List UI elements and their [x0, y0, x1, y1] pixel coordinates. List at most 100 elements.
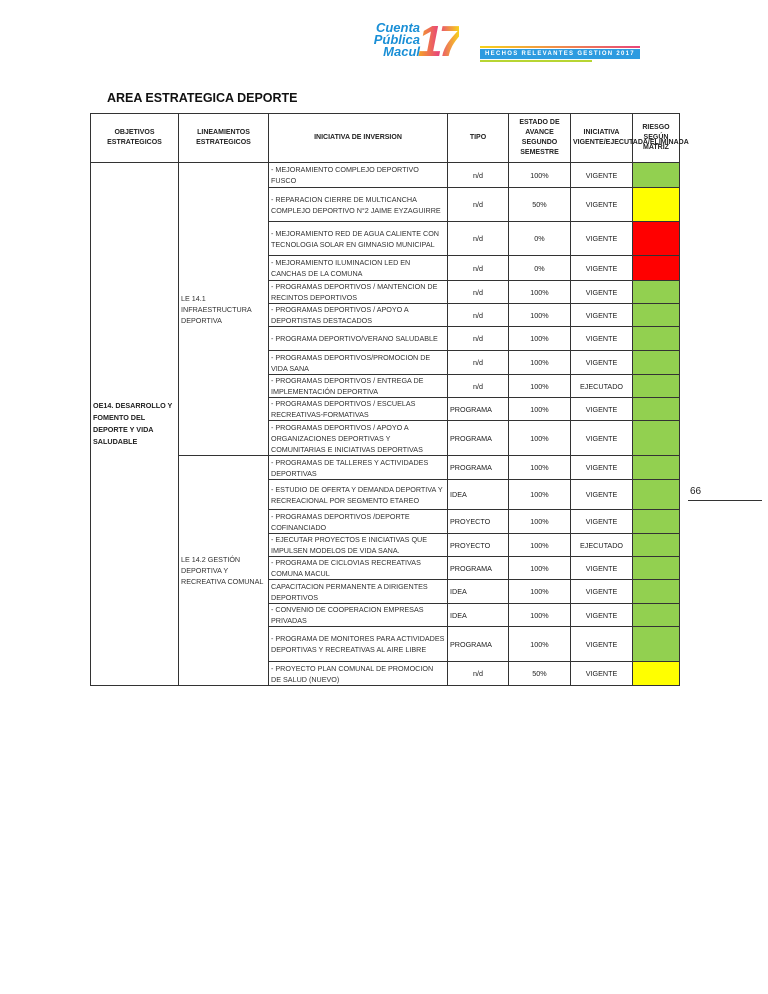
iniciativa-cell: - MEJORAMIENTO COMPLEJO DEPORTIVO FUSCO	[268, 162, 448, 188]
iniciativa-cell: - ESTUDIO DE OFERTA Y DEMANDA DEPORTIVA …	[268, 479, 448, 510]
avance-cell: 100%	[508, 603, 571, 627]
risk-indicator-yellow	[632, 187, 680, 222]
risk-indicator-yellow	[632, 661, 680, 686]
col-header-riesgo: RIESGO SEGÚN MATRIZ	[632, 113, 680, 163]
avance-cell: 100%	[508, 326, 571, 351]
table-row: OE14. DESARROLLO Y FOMENTO DEL DEPORTE Y…	[90, 162, 680, 686]
iniciativa-cell: - PROGRAMA DEPORTIVO/VERANO SALUDABLE	[268, 326, 448, 351]
tipo-cell: PROGRAMA	[447, 626, 509, 662]
avance-cell: 0%	[508, 221, 571, 256]
avance-cell: 100%	[508, 455, 571, 480]
col-header-tipo: TIPO	[447, 113, 509, 163]
estado-cell: VIGENTE	[570, 579, 633, 604]
tipo-cell: n/d	[447, 374, 509, 398]
iniciativa-cell: - CONVENIO DE COOPERACION EMPRESAS PRIVA…	[268, 603, 448, 627]
estado-cell: VIGENTE	[570, 221, 633, 256]
tipo-cell: n/d	[447, 187, 509, 222]
avance-cell: 100%	[508, 303, 571, 327]
avance-cell: 100%	[508, 579, 571, 604]
estado-cell: VIGENTE	[570, 420, 633, 456]
iniciativa-cell: - REPARACION CIERRE DE MULTICANCHA COMPL…	[268, 187, 448, 222]
lineamiento-cell: LE 14.1 INFRAESTRUCTURA DEPORTIVA	[178, 162, 269, 456]
iniciativa-cell: CAPACITACION PERMANENTE A DIRIGENTES DEP…	[268, 579, 448, 604]
table-row: - CONVENIO DE COOPERACION EMPRESAS PRIVA…	[91, 603, 680, 627]
iniciativa-cell: - PROYECTO PLAN COMUNAL DE PROMOCION DE …	[268, 661, 448, 686]
tipo-cell: PROYECTO	[447, 533, 509, 557]
risk-indicator-green	[632, 162, 680, 188]
logo-number: 17	[418, 17, 463, 66]
estado-cell: VIGENTE	[570, 162, 633, 188]
avance-cell: 100%	[508, 420, 571, 456]
tipo-cell: PROGRAMA	[447, 397, 509, 421]
avance-cell: 100%	[508, 626, 571, 662]
risk-indicator-green	[632, 626, 680, 662]
avance-cell: 100%	[508, 374, 571, 398]
estado-cell: VIGENTE	[570, 303, 633, 327]
estado-cell: EJECUTADO	[570, 374, 633, 398]
tipo-cell: n/d	[447, 326, 509, 351]
iniciativa-cell: - PROGRAMAS DEPORTIVOS / ENTREGA DE IMPL…	[268, 374, 448, 398]
tipo-cell: n/d	[447, 280, 509, 304]
risk-indicator-green	[632, 603, 680, 627]
estado-cell: VIGENTE	[570, 509, 633, 534]
avance-cell: 100%	[508, 556, 571, 580]
table-row: - PROGRAMAS DEPORTIVOS /DEPORTE COFINANC…	[91, 509, 680, 534]
iniciativa-cell: - PROGRAMAS DEPORTIVOS / APOYO A ORGANIZ…	[268, 420, 448, 456]
iniciativa-cell: - PROGRAMAS DE TALLERES Y ACTIVIDADES DE…	[268, 455, 448, 480]
table-row: - PROGRAMAS DEPORTIVOS / MANTENCION DE R…	[91, 280, 680, 304]
table-row: - PROYECTO PLAN COMUNAL DE PROMOCION DE …	[91, 661, 680, 686]
risk-indicator-green	[632, 280, 680, 304]
avance-cell: 100%	[508, 280, 571, 304]
iniciativa-cell: - EJECUTAR PROYECTOS E INICIATIVAS QUE I…	[268, 533, 448, 557]
page-number: 66	[690, 486, 702, 497]
table-header-row: OBJETIVOS ESTRATEGICOS LINEAMIENTOS ESTR…	[90, 113, 689, 163]
risk-indicator-green	[632, 420, 680, 456]
estado-cell: EJECUTADO	[570, 533, 633, 557]
tipo-cell: n/d	[447, 303, 509, 327]
header-banner: HECHOS RELEVANTES GESTION 2017	[480, 46, 640, 62]
estado-cell: VIGENTE	[570, 603, 633, 627]
tipo-cell: n/d	[447, 162, 509, 188]
table-row: - PROGRAMA DE MONITORES PARA ACTIVIDADES…	[91, 626, 680, 662]
risk-indicator-green	[632, 374, 680, 398]
col-header-lineamientos: LINEAMIENTOS ESTRATEGICOS	[178, 113, 269, 163]
iniciativa-cell: - PROGRAMAS DEPORTIVOS / MANTENCION DE R…	[268, 280, 448, 304]
table-row: - PROGRAMA DE CICLOVIAS RECREATIVAS COMU…	[91, 556, 680, 580]
iniciativa-cell: - PROGRAMAS DEPORTIVOS / APOYO A DEPORTI…	[268, 303, 448, 327]
estado-cell: VIGENTE	[570, 556, 633, 580]
risk-indicator-green	[632, 455, 680, 480]
lineamiento-cell: LE 14.2 GESTIÓN DEPORTIVA Y RECREATIVA C…	[178, 455, 269, 686]
iniciativa-cell: - PROGRAMA DE CICLOVIAS RECREATIVAS COMU…	[268, 556, 448, 580]
avance-cell: 100%	[508, 162, 571, 188]
objective-cell: OE14. DESARROLLO Y FOMENTO DEL DEPORTE Y…	[90, 162, 179, 686]
risk-indicator-green	[632, 533, 680, 557]
avance-cell: 50%	[508, 187, 571, 222]
tipo-cell: PROGRAMA	[447, 420, 509, 456]
avance-cell: 100%	[508, 397, 571, 421]
tipo-cell: IDEA	[447, 579, 509, 604]
table-row: - PROGRAMA DEPORTIVO/VERANO SALUDABLE n/d…	[91, 326, 680, 351]
estado-cell: VIGENTE	[570, 455, 633, 480]
estado-cell: VIGENTE	[570, 626, 633, 662]
avance-cell: 100%	[508, 479, 571, 510]
strategy-table: OBJETIVOS ESTRATEGICOS LINEAMIENTOS ESTR…	[90, 113, 689, 686]
tipo-cell: PROGRAMA	[447, 556, 509, 580]
iniciativa-cell: - PROGRAMA DE MONITORES PARA ACTIVIDADES…	[268, 626, 448, 662]
estado-cell: VIGENTE	[570, 350, 633, 375]
estado-cell: VIGENTE	[570, 326, 633, 351]
tipo-cell: n/d	[447, 255, 509, 281]
tipo-cell: IDEA	[447, 603, 509, 627]
risk-indicator-green	[632, 479, 680, 510]
tipo-cell: PROYECTO	[447, 509, 509, 534]
cuenta-publica-logo: Cuenta Pública Macul 17	[356, 17, 476, 68]
page-title: AREA ESTRATEGICA DEPORTE	[107, 91, 298, 105]
estado-cell: VIGENTE	[570, 280, 633, 304]
risk-indicator-green	[632, 350, 680, 375]
avance-cell: 0%	[508, 255, 571, 281]
estado-cell: VIGENTE	[570, 661, 633, 686]
avance-cell: 100%	[508, 509, 571, 534]
tipo-cell: n/d	[447, 221, 509, 256]
risk-indicator-green	[632, 397, 680, 421]
table-row: LE 14.2 GESTIÓN DEPORTIVA Y RECREATIVA C…	[91, 455, 680, 686]
risk-indicator-green	[632, 509, 680, 534]
